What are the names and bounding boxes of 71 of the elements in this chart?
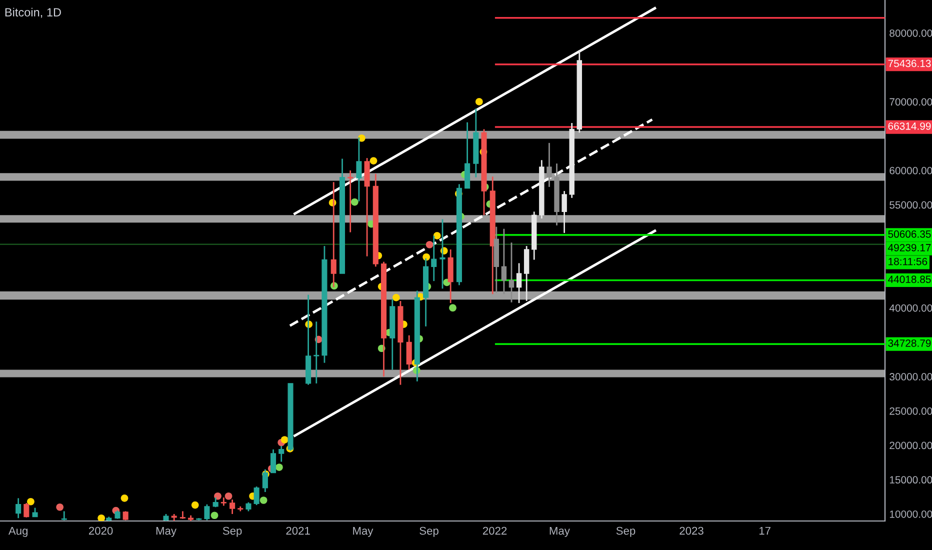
x-tick-label: Sep — [616, 526, 636, 537]
point — [350, 198, 358, 206]
candlestick — [516, 262, 522, 304]
x-tick-label: Sep — [420, 526, 438, 537]
point — [370, 157, 378, 164]
point — [120, 494, 128, 502]
point — [27, 498, 34, 506]
candlestick — [431, 235, 437, 282]
text: Bitcoin, 1D — [5, 8, 61, 18]
point — [422, 253, 430, 261]
point — [210, 512, 218, 520]
data-label: 44018.85 — [888, 276, 931, 284]
data-label: 66314.99 — [888, 122, 931, 130]
candlestick — [501, 228, 507, 295]
data-label: 75436.13 — [888, 60, 931, 68]
y-tick-label: 80000.00 — [890, 29, 932, 37]
data-label: 50606.35 — [888, 230, 931, 238]
x-tick-label: Sep — [222, 526, 242, 537]
x-tick-label: 2023 — [680, 526, 704, 535]
point — [98, 514, 105, 521]
x-tick-label: 2021 — [286, 526, 310, 535]
y-tick-label: 60000.00 — [890, 166, 932, 174]
candlestick — [508, 242, 514, 304]
point — [475, 98, 483, 106]
point — [392, 294, 400, 302]
y-tick-label: 55000.00 — [890, 201, 932, 209]
point — [260, 496, 268, 504]
y-tick-label: 20000.00 — [890, 442, 932, 450]
y-tick-label: 25000.00 — [890, 407, 932, 415]
point — [433, 232, 441, 240]
candlestick — [254, 486, 260, 506]
point — [276, 464, 283, 471]
candlestick — [270, 448, 276, 474]
candlestick — [314, 320, 320, 384]
candlestick — [330, 181, 336, 288]
candlestick — [61, 510, 67, 521]
candlestick — [16, 497, 22, 519]
y-tick-label: 10000.00 — [890, 510, 932, 518]
point — [191, 501, 199, 509]
candlestick — [348, 170, 354, 233]
x-tick-label: Aug — [8, 526, 28, 537]
text: 18:11:56 — [888, 258, 928, 266]
candlestick — [562, 190, 567, 234]
point — [224, 492, 232, 500]
point — [426, 240, 434, 248]
candlestick — [406, 334, 412, 370]
x-tick-label: 2022 — [482, 526, 507, 535]
y-tick-label: 30000.00 — [890, 373, 932, 380]
point — [214, 492, 222, 500]
data-label: 34728.79 — [888, 339, 931, 347]
candlestick — [262, 468, 268, 493]
candlestick — [230, 498, 236, 515]
ref-line-label: 49239.17 — [888, 244, 931, 252]
x-tick-label: May — [353, 526, 374, 537]
candlestick — [546, 142, 552, 188]
x-tick-label: May — [156, 526, 176, 537]
y-tick-label: 15000.00 — [890, 476, 932, 484]
x-tick-label: May — [550, 526, 570, 537]
point — [280, 436, 288, 444]
point — [358, 134, 366, 142]
candlestick — [440, 218, 446, 290]
y-tick-label: 40000.00 — [889, 304, 932, 312]
candlestick — [356, 136, 362, 202]
candlestick — [24, 502, 30, 518]
x-tick-label: 17 — [759, 526, 770, 535]
y-tick-label: 70000.00 — [890, 98, 932, 106]
point — [56, 503, 64, 511]
point — [449, 304, 456, 312]
x-tick-label: 2020 — [88, 526, 113, 535]
candlestick — [204, 504, 210, 521]
candlestick — [180, 510, 186, 520]
